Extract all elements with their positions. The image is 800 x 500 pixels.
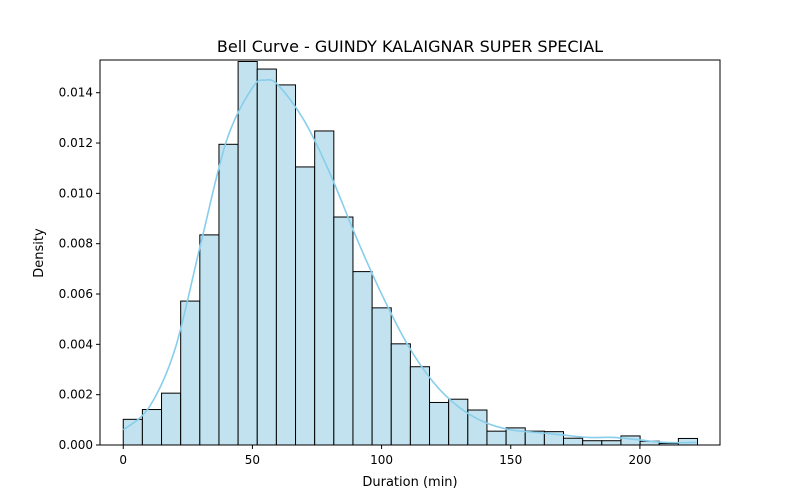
x-axis-ticks: 0 50 100 150 200 bbox=[119, 445, 651, 467]
histogram-bar bbox=[256, 68, 277, 446]
density-curve bbox=[122, 78, 697, 444]
histogram-bar bbox=[218, 143, 239, 446]
histogram-bar bbox=[371, 307, 392, 446]
y-tick-label: 0.002 bbox=[59, 388, 93, 402]
histogram-bar bbox=[237, 61, 258, 446]
y-tick-label: 0.008 bbox=[59, 237, 93, 251]
histogram-bar bbox=[295, 166, 316, 446]
histogram-bar bbox=[563, 437, 584, 446]
y-axis-label: Density bbox=[32, 228, 47, 278]
x-tick-label: 0 bbox=[119, 453, 127, 467]
plot-frame bbox=[99, 59, 721, 446]
histogram-bar bbox=[429, 401, 450, 446]
y-tick-label: 0.004 bbox=[59, 337, 93, 351]
x-tick-label: 100 bbox=[370, 453, 393, 467]
y-tick-label: 0.000 bbox=[59, 438, 93, 452]
x-tick-label: 50 bbox=[245, 453, 260, 467]
y-tick-label: 0.006 bbox=[59, 287, 93, 301]
chart-title: Bell Curve - GUINDY KALAIGNAR SUPER SPEC… bbox=[217, 37, 603, 56]
histogram-bar bbox=[314, 130, 335, 446]
x-axis-label: Duration (min) bbox=[362, 475, 457, 490]
histogram-bar bbox=[275, 84, 297, 446]
y-tick-label: 0.014 bbox=[59, 86, 93, 100]
histogram-bar bbox=[141, 409, 163, 446]
histogram-bar bbox=[601, 440, 622, 446]
histogram-bar bbox=[180, 300, 201, 446]
histogram-bar bbox=[409, 366, 431, 446]
y-axis-ticks: 0.000 0.002 0.004 0.006 0.008 0.010 0.012 0.014 bbox=[59, 86, 100, 452]
histogram-bar bbox=[333, 216, 354, 446]
histogram-bars bbox=[122, 61, 699, 446]
x-tick-label: 200 bbox=[628, 453, 651, 467]
histogram-bar bbox=[390, 343, 411, 446]
histogram-bar bbox=[582, 440, 603, 446]
y-tick-label: 0.010 bbox=[59, 186, 93, 200]
histogram-bar bbox=[352, 271, 373, 446]
histogram-bar bbox=[161, 392, 182, 446]
histogram-bar bbox=[199, 234, 220, 446]
y-tick-label: 0.012 bbox=[59, 136, 93, 150]
x-tick-label: 150 bbox=[499, 453, 522, 467]
histogram-bar bbox=[486, 430, 507, 446]
